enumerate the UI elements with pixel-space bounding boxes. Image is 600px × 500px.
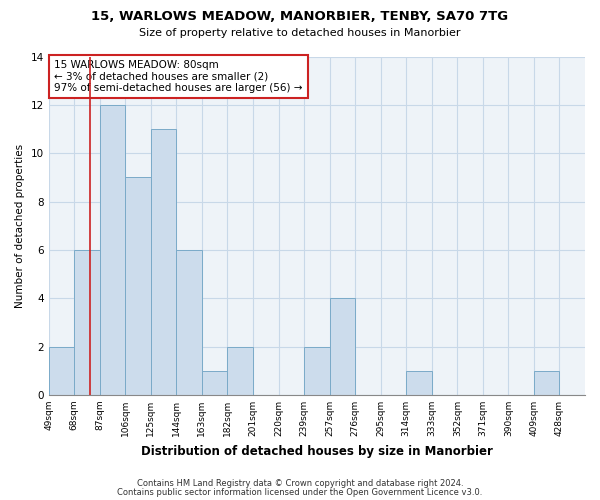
X-axis label: Distribution of detached houses by size in Manorbier: Distribution of detached houses by size … — [141, 444, 493, 458]
Bar — [125, 178, 151, 395]
Bar — [100, 105, 125, 395]
Y-axis label: Number of detached properties: Number of detached properties — [15, 144, 25, 308]
Bar — [151, 129, 176, 395]
Bar — [227, 346, 253, 395]
Bar — [304, 346, 329, 395]
Bar — [329, 298, 355, 395]
Text: 15, WARLOWS MEADOW, MANORBIER, TENBY, SA70 7TG: 15, WARLOWS MEADOW, MANORBIER, TENBY, SA… — [91, 10, 509, 23]
Bar — [406, 371, 432, 395]
Bar — [534, 371, 559, 395]
Bar — [202, 371, 227, 395]
Text: Contains HM Land Registry data © Crown copyright and database right 2024.: Contains HM Land Registry data © Crown c… — [137, 478, 463, 488]
Text: Size of property relative to detached houses in Manorbier: Size of property relative to detached ho… — [139, 28, 461, 38]
Bar — [176, 250, 202, 395]
Bar — [74, 250, 100, 395]
Text: 15 WARLOWS MEADOW: 80sqm
← 3% of detached houses are smaller (2)
97% of semi-det: 15 WARLOWS MEADOW: 80sqm ← 3% of detache… — [54, 60, 302, 93]
Bar — [49, 346, 74, 395]
Text: Contains public sector information licensed under the Open Government Licence v3: Contains public sector information licen… — [118, 488, 482, 497]
